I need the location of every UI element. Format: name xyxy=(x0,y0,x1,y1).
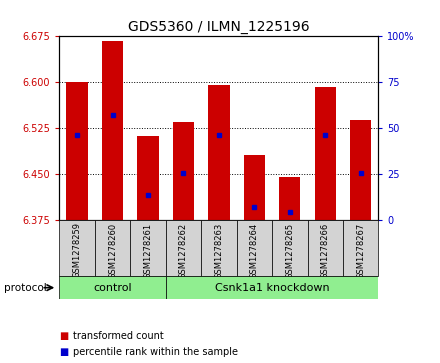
Bar xyxy=(130,220,166,276)
Bar xyxy=(166,276,378,299)
Bar xyxy=(201,220,237,276)
Text: control: control xyxy=(93,283,132,293)
Text: GSM1278264: GSM1278264 xyxy=(250,223,259,278)
Bar xyxy=(137,136,159,220)
Bar xyxy=(308,220,343,276)
Bar xyxy=(208,85,230,220)
Bar xyxy=(173,122,194,220)
Text: percentile rank within the sample: percentile rank within the sample xyxy=(73,347,238,357)
Text: ■: ■ xyxy=(59,331,69,341)
Text: GSM1278265: GSM1278265 xyxy=(285,223,294,278)
Text: GSM1278267: GSM1278267 xyxy=(356,223,365,279)
Text: transformed count: transformed count xyxy=(73,331,163,341)
Bar xyxy=(66,82,88,220)
Bar xyxy=(279,177,301,220)
Bar xyxy=(350,120,371,220)
Text: Csnk1a1 knockdown: Csnk1a1 knockdown xyxy=(215,283,330,293)
Text: GSM1278259: GSM1278259 xyxy=(73,223,82,278)
Bar xyxy=(315,87,336,220)
Bar xyxy=(59,220,95,276)
Bar xyxy=(102,41,123,220)
Title: GDS5360 / ILMN_1225196: GDS5360 / ILMN_1225196 xyxy=(128,20,310,34)
Text: GSM1278262: GSM1278262 xyxy=(179,223,188,278)
Text: GSM1278261: GSM1278261 xyxy=(143,223,153,278)
Text: GSM1278260: GSM1278260 xyxy=(108,223,117,278)
Bar xyxy=(95,220,130,276)
Text: ■: ■ xyxy=(59,347,69,357)
Bar xyxy=(244,155,265,220)
Text: GSM1278263: GSM1278263 xyxy=(214,223,224,279)
Bar xyxy=(237,220,272,276)
Text: GSM1278266: GSM1278266 xyxy=(321,223,330,279)
Text: protocol: protocol xyxy=(4,283,47,293)
Bar xyxy=(343,220,378,276)
Bar xyxy=(59,276,166,299)
Bar xyxy=(272,220,308,276)
Bar xyxy=(166,220,201,276)
